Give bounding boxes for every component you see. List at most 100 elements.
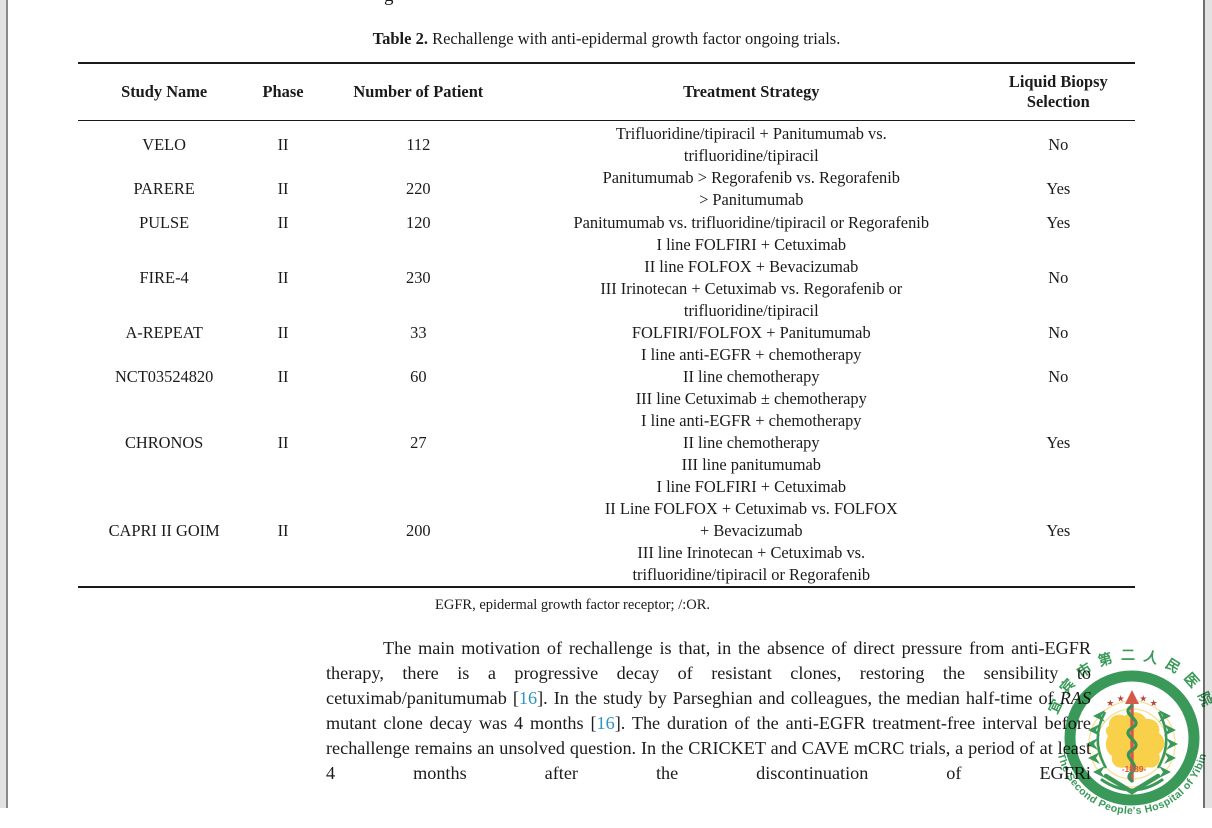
trials-table: Study Name Phase Number of Patient Treat…: [78, 62, 1135, 588]
phase-cell: II: [277, 212, 289, 232]
seal-ring: [1064, 670, 1200, 806]
laurel-branch-left: [1086, 710, 1108, 778]
body-paragraph: The main motivation of rechallenge is th…: [326, 636, 1091, 786]
rod-of-asclepius-icon: [1125, 690, 1139, 783]
patients-cell: 220: [406, 179, 431, 198]
strategy-cell: I line anti-EGFR + chemotherapy II line …: [521, 344, 982, 410]
patients-cell: 200: [406, 521, 431, 540]
table-caption: Table 2. Rechallenge with anti-epidermal…: [78, 29, 1135, 49]
paragraph-text: ]. The duration of the anti-EGFR treatme…: [326, 713, 1091, 783]
biopsy-cell: No: [1048, 135, 1069, 154]
phase-cell: II: [277, 433, 289, 452]
study-name-cell: A-REPEAT: [125, 323, 203, 342]
study-name-cell: CAPRI II GOIM: [108, 521, 220, 540]
phase-cell: II: [277, 521, 289, 540]
study-name-cell: VELO: [142, 135, 186, 154]
table-row: PARERE II 220 Panitumumab > Regorafenib …: [78, 167, 1135, 211]
strategy-line: > Panitumumab: [699, 190, 804, 209]
study-name-cell: PULSE: [139, 212, 190, 232]
header-number-of-patient: Number of Patient: [353, 82, 484, 101]
strategy-line: trifluoridine/tipiracil or Regorafenib: [632, 565, 871, 584]
strategy-line: + Bevacizumab: [700, 521, 803, 540]
strategy-cell: I line FOLFIRI + Cetuximab II line FOLFO…: [521, 234, 982, 322]
paragraph-text: The main motivation of rechallenge is th…: [326, 638, 1091, 708]
paragraph-text: mutant clone decay was 4 months [: [326, 713, 597, 733]
table-row: FIRE-4 II 230 I line FOLFIRI + Cetuximab…: [78, 234, 1135, 322]
strategy-line: I line anti-EGFR + chemotherapy: [641, 411, 862, 430]
strategy-line: Panitumumab > Regorafenib vs. Regorafeni…: [602, 168, 900, 187]
header-study-name: Study Name: [121, 82, 208, 101]
study-name-cell: PARERE: [133, 179, 195, 198]
biopsy-cell: No: [1048, 367, 1069, 386]
citation-link[interactable]: 16: [596, 713, 615, 733]
patients-cell: 230: [406, 268, 431, 287]
strategy-line: II line chemotherapy: [683, 433, 820, 452]
table-caption-label: Table 2.: [372, 29, 428, 48]
strategy-cell: FOLFIRI/FOLFOX + Panitumumab: [521, 322, 982, 344]
strategy-line: Trifluoridine/tipiracil + Panitumumab vs…: [615, 124, 887, 143]
strategy-line: III Irinotecan + Cetuximab vs. Regorafen…: [600, 279, 903, 298]
star-icon: ★: [1150, 699, 1158, 709]
table-row: VELO II 112 Trifluoridine/tipiracil + Pa…: [78, 123, 1135, 167]
patients-cell: 33: [410, 323, 427, 342]
table-header-row: Study Name Phase Number of Patient Treat…: [78, 64, 1135, 121]
strategy-line: II line chemotherapy: [683, 367, 820, 386]
patients-cell: 112: [406, 135, 431, 154]
patients-cell: 60: [410, 367, 427, 386]
table-body: VELO II 112 Trifluoridine/tipiracil + Pa…: [78, 121, 1135, 586]
right-page-edge: [1203, 0, 1212, 808]
study-name-cell: FIRE-4: [139, 268, 189, 287]
phase-cell: II: [277, 179, 289, 198]
paragraph-text: ]. In the study by Parseghian and collea…: [537, 688, 1060, 708]
strategy-cell: Trifluoridine/tipiracil + Panitumumab vs…: [521, 123, 982, 167]
star-icon: ★: [1117, 695, 1125, 705]
strategy-line: I line FOLFIRI + Cetuximab: [656, 235, 847, 254]
strategy-line: II Line FOLFOX + Cetuximab vs. FOLFOX: [604, 499, 898, 518]
strategy-line: I line anti-EGFR + chemotherapy: [641, 345, 862, 364]
header-liquid-biopsy: Liquid Biopsy Selection: [1008, 72, 1108, 111]
study-name-cell: CHRONOS: [124, 433, 204, 452]
biopsy-cell: Yes: [1046, 433, 1071, 452]
biopsy-cell: No: [1048, 323, 1069, 342]
strategy-line: III line panitumumab: [681, 455, 821, 474]
strategy-line: trifluoridine/tipiracil: [683, 301, 819, 320]
strategy-line: trifluoridine/tipiracil: [683, 146, 819, 165]
biopsy-cell: No: [1048, 268, 1069, 287]
study-name-cell: NCT03524820: [114, 367, 214, 386]
strategy-line: I line FOLFIRI + Cetuximab: [656, 477, 847, 496]
patients-cell: 27: [410, 433, 427, 452]
table-caption-text: Rechallenge with anti-epidermal growth f…: [427, 29, 841, 48]
strategy-line: Panitumumab vs. trifluoridine/tipiracil …: [573, 212, 930, 232]
strategy-line: III line Cetuximab ± chemotherapy: [635, 389, 867, 408]
table-row: CHRONOS II 27 I line anti-EGFR + chemoth…: [78, 410, 1135, 476]
strategy-line: III line Irinotecan + Cetuximab vs.: [637, 543, 866, 562]
top-text-fragment: g: [384, 0, 394, 7]
strategy-line: II line FOLFOX + Bevacizumab: [644, 257, 859, 276]
strategy-cell: I line FOLFIRI + Cetuximab II Line FOLFO…: [521, 476, 982, 586]
strategy-line: FOLFIRI/FOLFOX + Panitumumab: [631, 323, 871, 342]
phase-cell: II: [277, 367, 289, 386]
phase-cell: II: [277, 135, 289, 154]
left-page-edge: [0, 0, 8, 808]
table-row: PULSE II 120 Panitumumab vs. trifluoridi…: [78, 211, 1135, 234]
strategy-cell: Panitumumab vs. trifluoridine/tipiracil …: [521, 212, 982, 234]
biopsy-cell: Yes: [1046, 521, 1071, 540]
biopsy-cell: Yes: [1046, 179, 1071, 198]
header-phase: Phase: [262, 82, 304, 101]
patients-cell: 120: [406, 212, 431, 232]
biopsy-cell: Yes: [1046, 212, 1071, 232]
table-row: CAPRI II GOIM II 200 I line FOLFIRI + Ce…: [78, 476, 1135, 586]
table-row: NCT03524820 II 60 I line anti-EGFR + che…: [78, 344, 1135, 410]
table-footnote: EGFR, epidermal growth factor receptor; …: [435, 597, 711, 613]
phase-cell: II: [277, 323, 289, 342]
citation-link[interactable]: 16: [518, 688, 538, 708]
strategy-cell: Panitumumab > Regorafenib vs. Regorafeni…: [521, 167, 982, 211]
seal-bottom-branch: [1100, 773, 1164, 795]
phase-cell: II: [277, 268, 289, 287]
strategy-cell: I line anti-EGFR + chemotherapy II line …: [521, 410, 982, 476]
star-icon: ★: [1106, 699, 1114, 709]
seal-year-text: -1889-: [1122, 764, 1147, 774]
star-icon: ★: [1139, 695, 1147, 705]
header-treatment-strategy: Treatment Strategy: [683, 82, 820, 101]
